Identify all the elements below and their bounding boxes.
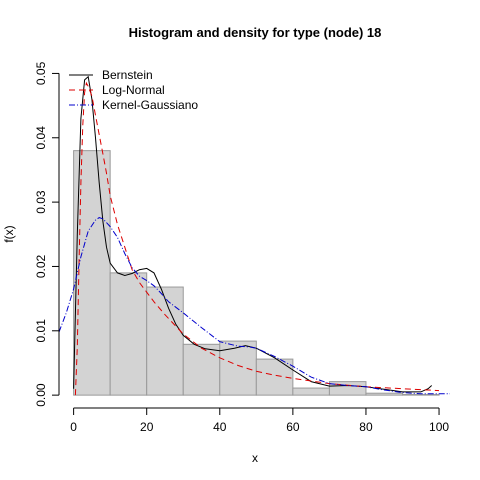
y-axis-label: f(x) (2, 225, 16, 242)
histogram-bar (292, 387, 330, 396)
series-line-kernel-gaussiano (59, 217, 450, 395)
histogram-bar (365, 392, 403, 396)
y-tick-label: 0.03 (34, 190, 48, 214)
x-tick-label: 60 (286, 420, 300, 434)
axes: 0 20 40 60 80 100 0.00 0.01 0.02 0.03 0.04 0.05 (34, 61, 449, 434)
x-tick-label: 40 (213, 420, 227, 434)
histogram-bar (146, 286, 184, 396)
histogram-bar (219, 340, 257, 396)
series-line-log-normal (74, 81, 440, 396)
legend-label: Kernel-Gaussiano (102, 98, 198, 112)
x-tick-label: 80 (359, 420, 373, 434)
x-tick-label: 20 (140, 420, 154, 434)
histogram-bars (73, 150, 440, 396)
legend-label: Bernstein (102, 68, 153, 82)
chart-title: Histogram and density for type (node) 18 (129, 25, 382, 40)
y-tick-label: 0.04 (34, 126, 48, 150)
histogram-bar (109, 272, 148, 396)
histogram-bar (401, 393, 440, 396)
density-curves (59, 75, 450, 396)
histogram-bar (182, 343, 221, 396)
y-tick-label: 0.05 (34, 61, 48, 85)
y-tick-label: 0.02 (34, 254, 48, 278)
y-tick-label: 0.01 (34, 319, 48, 343)
x-tick-label: 0 (70, 420, 77, 434)
y-tick-label: 0.00 (34, 383, 48, 407)
x-axis-label: x (252, 451, 258, 465)
x-tick-label: 100 (429, 420, 449, 434)
histogram-bar (73, 150, 111, 396)
legend-label: Log-Normal (102, 83, 165, 97)
histogram-bar (328, 381, 367, 396)
